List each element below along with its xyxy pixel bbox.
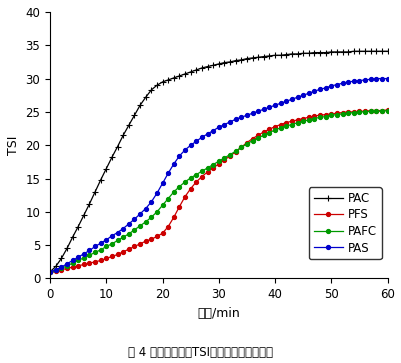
PAS bbox=[227, 120, 232, 124]
PFS bbox=[339, 110, 344, 115]
PAS bbox=[48, 270, 53, 274]
Text: 图 4 不同凝聚剂下TSI值随时间变化的曲线: 图 4 不同凝聚剂下TSI值随时间变化的曲线 bbox=[128, 346, 273, 359]
PAS bbox=[373, 76, 378, 81]
PAC bbox=[249, 56, 254, 60]
PAFC bbox=[227, 152, 232, 157]
PAC bbox=[350, 49, 355, 53]
PAFC bbox=[384, 109, 389, 113]
Legend: PAC, PFS, PAFC, PAS: PAC, PFS, PAFC, PAS bbox=[308, 187, 381, 259]
PAS bbox=[115, 230, 120, 234]
PFS bbox=[165, 224, 170, 229]
PAC bbox=[227, 60, 232, 64]
PAC bbox=[48, 270, 53, 274]
PFS bbox=[115, 252, 120, 257]
PAFC bbox=[48, 270, 53, 274]
Line: PAC: PAC bbox=[47, 49, 389, 274]
PFS bbox=[48, 270, 53, 274]
PAFC bbox=[339, 112, 344, 116]
PFS bbox=[249, 136, 254, 141]
PAC bbox=[384, 49, 389, 53]
PAFC bbox=[249, 138, 254, 143]
PAC bbox=[339, 50, 344, 54]
PFS bbox=[126, 247, 131, 251]
Y-axis label: TSI: TSI bbox=[7, 135, 20, 155]
PAS bbox=[339, 81, 344, 85]
PAFC bbox=[126, 232, 131, 236]
PAS bbox=[165, 171, 170, 175]
PAFC bbox=[115, 238, 120, 243]
PAC bbox=[115, 144, 120, 149]
PFS bbox=[384, 108, 389, 112]
PAC bbox=[165, 78, 170, 82]
Line: PFS: PFS bbox=[48, 108, 389, 274]
Line: PAFC: PAFC bbox=[48, 109, 389, 274]
X-axis label: 时间/min: 时间/min bbox=[197, 307, 240, 320]
PAS bbox=[249, 111, 254, 115]
PAFC bbox=[165, 196, 170, 201]
PAS bbox=[126, 222, 131, 226]
Line: PAS: PAS bbox=[48, 77, 389, 274]
PFS bbox=[227, 154, 232, 158]
PAC bbox=[126, 123, 131, 127]
PAS bbox=[384, 76, 389, 81]
